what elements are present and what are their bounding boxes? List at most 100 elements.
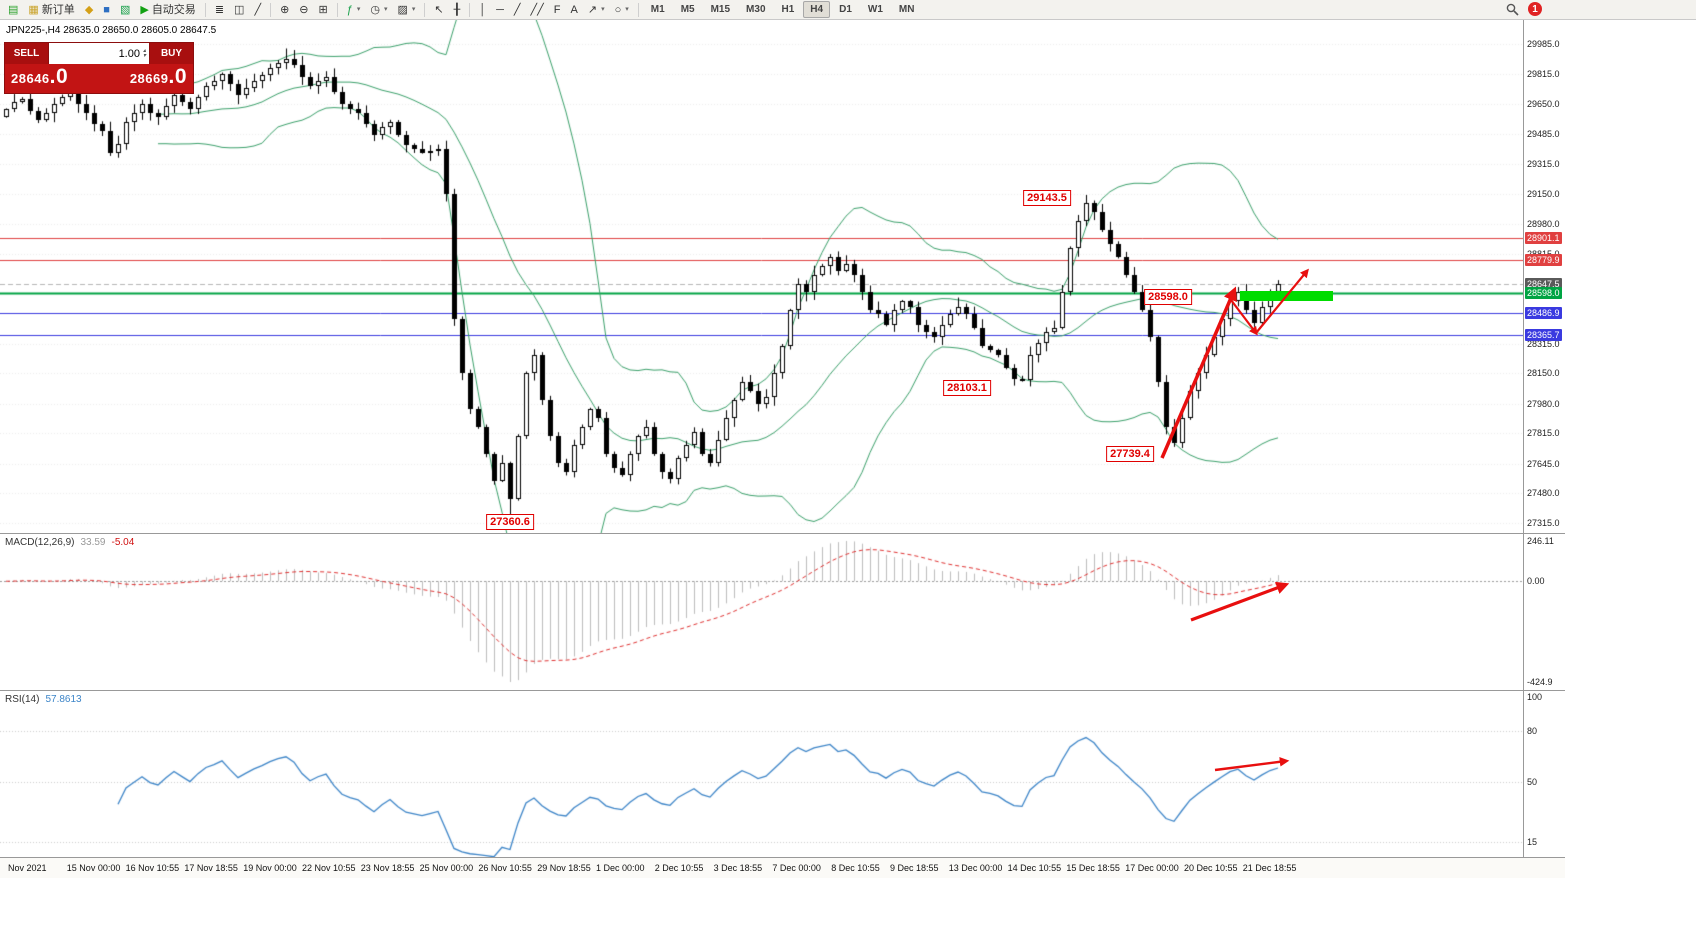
macd-scale-tick: -424.9	[1527, 677, 1553, 687]
panel-separator[interactable]	[0, 533, 1565, 534]
price-annotation-label[interactable]: 27360.6	[486, 514, 534, 530]
arrows-icon: ↗	[587, 3, 598, 16]
toolbar-separator	[204, 2, 206, 17]
timeframe-w1-button[interactable]: W1	[867, 4, 883, 15]
timeframe-d1-button[interactable]: D1	[839, 4, 852, 15]
date-tick: 17 Nov 18:55	[184, 863, 238, 873]
autotrading-button[interactable]: ▶ 自动交易	[135, 0, 200, 19]
date-axis[interactable]: Nov 2021 15 Nov 00:00 16 Nov 10:55 17 Nov 1…	[0, 857, 1565, 878]
rsi-scale-tick: 80	[1527, 725, 1538, 736]
timeframe-mn-button[interactable]: MN	[898, 4, 915, 15]
price-annotation-label[interactable]: 29143.5	[1023, 190, 1071, 206]
date-tick: 7 Dec 00:00	[772, 863, 821, 873]
price-tick: 29650.0	[1527, 99, 1560, 110]
sell-button[interactable]: SELL	[5, 43, 49, 64]
timeframe-h4-button[interactable]: H4	[803, 1, 831, 18]
panel-separator[interactable]	[0, 690, 1565, 691]
macd-indicator-header: MACD(12,26,9) 33.59 -5.04	[5, 537, 135, 548]
one-click-trade-panel: SELL 1.00 ▴ ▾ BUY 28646.0 28669.0	[4, 42, 194, 94]
trendline-button[interactable]: ╱	[509, 0, 526, 19]
symbol-ohlc-header: JPN225-,H4 28635.0 28650.0 28605.0 28647…	[6, 25, 217, 36]
zoom-in-button[interactable]: ⊕	[275, 0, 294, 19]
price-tick: 28315.0	[1527, 338, 1560, 349]
price-level-tag: 28901.1	[1525, 232, 1562, 245]
date-tick: 2 Dec 10:55	[654, 863, 704, 873]
timeframe-m1-button[interactable]: M1	[650, 4, 665, 15]
price-annotation-label[interactable]: 28598.0	[1144, 289, 1192, 305]
price-chart-canvas[interactable]	[0, 20, 1523, 533]
rsi-panel-canvas[interactable]	[0, 690, 1523, 857]
shapes-icon: ○	[614, 3, 622, 16]
notification-badge[interactable]: 1	[1528, 2, 1542, 16]
horizontal-line-button[interactable]: ─	[491, 0, 509, 19]
price-axis[interactable]: 29985.0 29815.0 29650.0 29485.0 29315.0 29150…	[1524, 20, 1568, 877]
toolbar-separator	[637, 2, 639, 17]
macd-panel-canvas[interactable]	[0, 533, 1523, 690]
candlestick-chart-button[interactable]: ◫	[229, 0, 249, 19]
price-tick: 28150.0	[1527, 368, 1560, 379]
terminal-button[interactable]: ▧	[115, 0, 135, 19]
chart-area: JPN225-,H4 28635.0 28650.0 28605.0 28647…	[0, 20, 1696, 941]
data-window-button[interactable]: ■	[98, 0, 115, 19]
toolbar-separator	[424, 2, 426, 17]
date-tick: 14 Dec 10:55	[1007, 863, 1062, 873]
periods-button[interactable]: ◷ ▾	[365, 0, 392, 19]
rsi-scale-tick: 50	[1527, 777, 1538, 788]
date-tick: 23 Nov 18:55	[360, 863, 415, 873]
volume-input[interactable]: 1.00 ▴ ▾	[49, 43, 149, 64]
price-tick: 27980.0	[1527, 398, 1560, 409]
zoom-out-button[interactable]: ⊖	[294, 0, 313, 19]
vertical-line-button[interactable]: │	[474, 0, 491, 19]
channel-icon: ╱╱	[530, 3, 544, 16]
new-order-button-label: 新订单	[41, 3, 75, 16]
timeframe-m30-button[interactable]: M30	[746, 4, 766, 15]
indicators-button[interactable]: ƒ ▾	[342, 0, 366, 19]
price-annotation-label[interactable]: 27739.4	[1106, 446, 1154, 462]
bar-chart-button[interactable]: ≣	[210, 0, 229, 19]
data-window-icon: ■	[103, 3, 110, 16]
price-tick: 29150.0	[1527, 188, 1560, 199]
price-level-tag: 28779.9	[1525, 254, 1562, 267]
volume-down-arrow-icon[interactable]: ▾	[142, 52, 146, 59]
cursor-button[interactable]: ↖	[429, 0, 448, 19]
shapes-button[interactable]: ○ ▾	[610, 0, 634, 19]
market-watch-icon: ◆	[84, 3, 94, 16]
volume-up-arrow-icon[interactable]: ▴	[142, 47, 146, 54]
market-watch-button[interactable]: ◆	[80, 0, 98, 19]
buy-price: 28669.0	[129, 65, 187, 88]
autotrading-icon: ▶	[140, 3, 149, 16]
date-tick: 29 Nov 18:55	[537, 863, 591, 873]
search-icon[interactable]	[1506, 3, 1519, 16]
timeframe-m15-button[interactable]: M15	[710, 4, 731, 15]
text-button[interactable]: A	[566, 0, 583, 19]
timeframe-h1-button[interactable]: H1	[781, 4, 795, 15]
toolbar-separator	[469, 2, 471, 17]
crosshair-button[interactable]: ╂	[449, 0, 466, 19]
rsi-indicator-header: RSI(14) 57.8613	[5, 694, 82, 705]
volume-value: 1.00	[118, 47, 140, 60]
price-tick: 27815.0	[1527, 428, 1560, 439]
new-chart-button[interactable]: ▤	[3, 0, 23, 19]
templates-icon: ▨	[397, 3, 408, 16]
trendline-icon: ╱	[513, 3, 521, 16]
price-level-tag: 28365.7	[1525, 328, 1562, 341]
timeframe-m5-button[interactable]: M5	[680, 4, 695, 15]
price-tick: 29485.0	[1527, 128, 1560, 139]
new-order-button[interactable]: ▦ 新订单	[23, 0, 79, 19]
date-tick: 1 Dec 00:00	[596, 863, 645, 873]
arrows-button[interactable]: ↗ ▾	[583, 0, 610, 19]
buy-button[interactable]: BUY	[149, 43, 193, 64]
volume-stepper[interactable]: ▴ ▾	[142, 47, 146, 59]
fibonacci-button[interactable]: F	[549, 0, 566, 19]
toolbar-separator	[270, 2, 272, 17]
price-tick: 29815.0	[1527, 69, 1560, 80]
rsi-scale-tick: 15	[1527, 836, 1538, 847]
price-level-tag: 28598.0	[1525, 286, 1562, 299]
tile-windows-button[interactable]: ⊞	[314, 0, 333, 19]
templates-button[interactable]: ▨ ▾	[392, 0, 420, 19]
price-annotation-label[interactable]: 28103.1	[943, 380, 991, 396]
date-tick: 15 Nov 00:00	[66, 863, 121, 873]
line-chart-button[interactable]: ╱	[249, 0, 266, 19]
cursor-icon: ↖	[434, 3, 444, 16]
channel-button[interactable]: ╱╱	[526, 0, 549, 19]
